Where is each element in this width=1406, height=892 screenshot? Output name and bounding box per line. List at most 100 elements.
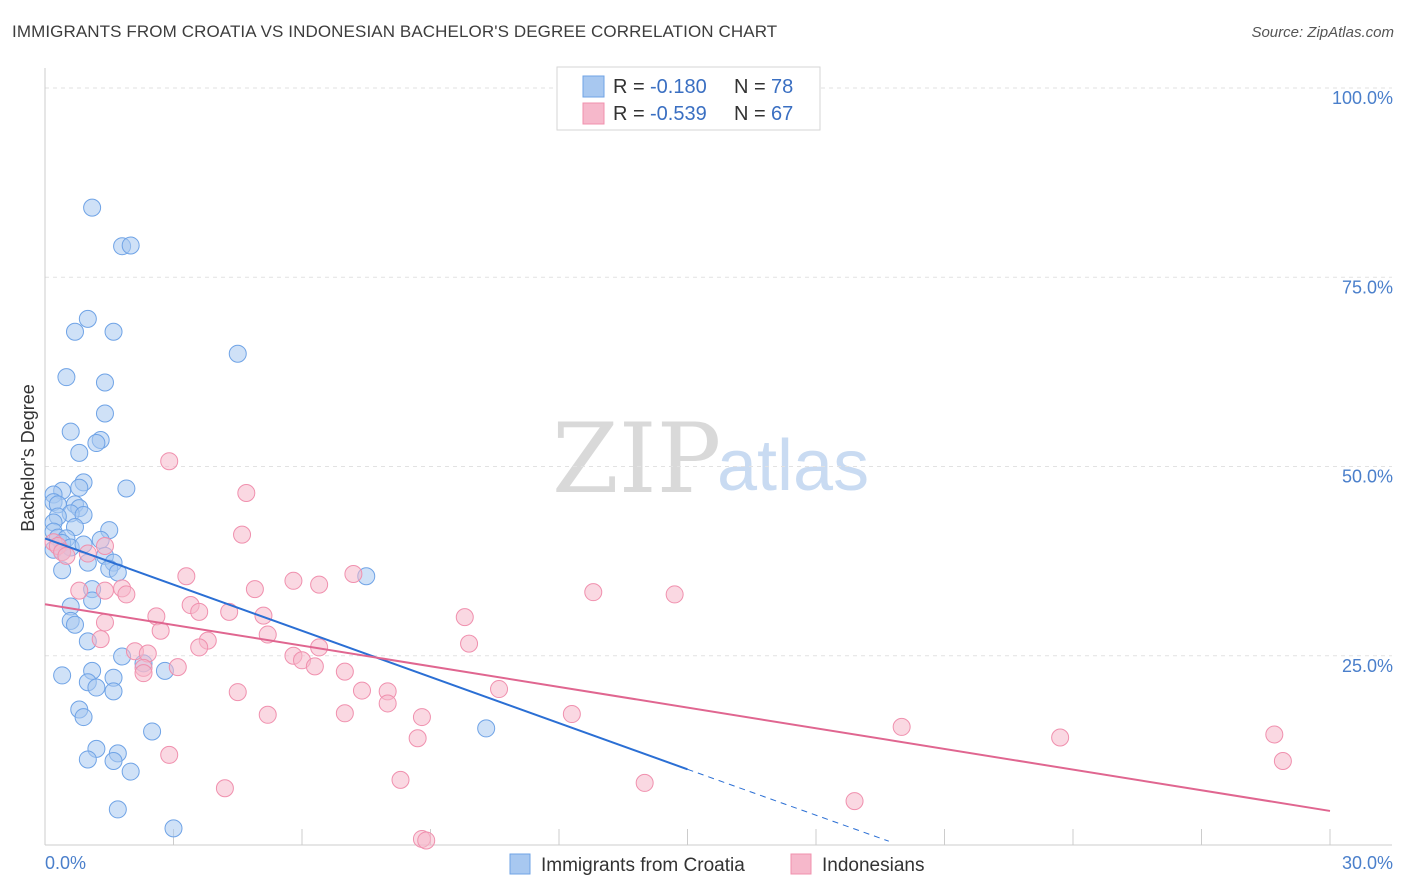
croatia-point bbox=[70, 443, 89, 462]
indonesians-point bbox=[95, 613, 114, 632]
indonesians-point bbox=[168, 658, 187, 677]
legend-n-label-indonesians: N = bbox=[734, 103, 766, 125]
indonesians-point bbox=[258, 705, 277, 724]
bottom-legend-label-indonesians: Indonesians bbox=[822, 855, 924, 876]
croatia-point bbox=[104, 751, 123, 770]
croatia-point bbox=[78, 750, 97, 769]
indonesians-point bbox=[352, 681, 371, 700]
legend-bottom: Immigrants from Croatia Indonesians bbox=[509, 853, 924, 876]
indonesians-point bbox=[117, 585, 136, 604]
croatia-point bbox=[78, 309, 97, 328]
chart-title: IMMIGRANTS FROM CROATIA VS INDONESIAN BA… bbox=[12, 22, 778, 41]
legend-r-label-croatia: R = bbox=[613, 76, 645, 98]
croatia-point bbox=[53, 666, 72, 685]
indonesians-point bbox=[335, 704, 354, 723]
indonesians-point bbox=[95, 536, 114, 555]
indonesians-point bbox=[845, 792, 864, 811]
x-tick-label-max: 30.0% bbox=[1342, 853, 1393, 873]
indonesians-point bbox=[70, 581, 89, 600]
indonesians-point bbox=[892, 717, 911, 736]
indonesians-point bbox=[233, 525, 252, 544]
croatia-point bbox=[104, 322, 123, 341]
croatia-point bbox=[95, 404, 114, 423]
croatia-point bbox=[164, 819, 183, 838]
legend-n-value-indonesians: 67 bbox=[771, 103, 793, 125]
bottom-legend-label-croatia: Immigrants from Croatia bbox=[541, 855, 745, 876]
croatia-point bbox=[61, 422, 80, 441]
indonesians-point bbox=[1051, 728, 1070, 747]
indonesians-point bbox=[455, 608, 474, 627]
croatia-point bbox=[108, 800, 127, 819]
y-tick-label: 75.0% bbox=[1342, 277, 1393, 297]
y-tick-label: 100.0% bbox=[1332, 88, 1393, 108]
legend-r-value-indonesians: -0.539 bbox=[650, 103, 707, 125]
croatia-point bbox=[228, 344, 247, 363]
indonesians-point bbox=[284, 571, 303, 590]
croatia-point bbox=[74, 708, 93, 727]
indonesians-point bbox=[57, 546, 76, 565]
croatia-point bbox=[87, 678, 106, 697]
trend-line-croatia bbox=[44, 537, 688, 771]
indonesians-point bbox=[254, 606, 273, 625]
indonesians-point bbox=[412, 708, 431, 727]
bottom-legend-swatch-croatia bbox=[509, 853, 531, 875]
y-tick-label: 25.0% bbox=[1342, 656, 1393, 676]
series-croatia-points bbox=[44, 198, 496, 838]
source-credit: Source: ZipAtlas.com bbox=[1251, 24, 1394, 41]
legend-n-label-croatia: N = bbox=[734, 76, 766, 98]
croatia-point bbox=[121, 236, 140, 255]
indonesians-point bbox=[408, 729, 427, 748]
indonesians-point bbox=[220, 602, 239, 621]
croatia-point bbox=[104, 682, 123, 701]
x-tick-labels: 0.0% 30.0% bbox=[45, 853, 1393, 873]
gridlines bbox=[45, 87, 1392, 657]
indonesians-point bbox=[391, 770, 410, 789]
indonesians-point bbox=[490, 680, 509, 699]
croatia-point bbox=[95, 373, 114, 392]
indonesians-point bbox=[584, 583, 603, 602]
croatia-point bbox=[143, 722, 162, 741]
watermark-zip: ZIP bbox=[552, 403, 721, 515]
indonesians-point bbox=[635, 773, 654, 792]
indonesians-point bbox=[245, 580, 264, 599]
indonesians-point bbox=[160, 452, 179, 471]
indonesians-point bbox=[665, 585, 684, 604]
series-indonesians-points bbox=[44, 452, 1292, 850]
croatia-point bbox=[70, 478, 89, 497]
indonesians-point bbox=[91, 630, 110, 649]
trend-lines bbox=[44, 537, 1331, 842]
indonesians-point bbox=[190, 638, 209, 657]
croatia-point bbox=[87, 434, 106, 453]
legend-r-label-indonesians: R = bbox=[613, 103, 645, 125]
indonesians-point bbox=[1273, 751, 1292, 770]
croatia-point bbox=[121, 762, 140, 781]
croatia-point bbox=[65, 322, 84, 341]
croatia-point bbox=[57, 368, 76, 387]
legend-top: R = -0.180 N = 78 R = -0.539 N = 67 bbox=[556, 66, 821, 131]
indonesians-point bbox=[134, 664, 153, 683]
indonesians-point bbox=[335, 662, 354, 681]
indonesians-point bbox=[460, 634, 479, 653]
indonesians-point bbox=[562, 705, 581, 724]
legend-swatch-croatia bbox=[582, 75, 605, 98]
indonesians-point bbox=[228, 683, 247, 702]
legend-n-value-croatia: 78 bbox=[771, 76, 793, 98]
indonesians-point bbox=[378, 694, 397, 713]
y-tick-labels: 100.0% 75.0% 50.0% 25.0% bbox=[1332, 88, 1393, 676]
croatia-point bbox=[477, 719, 496, 738]
indonesians-point bbox=[417, 831, 436, 850]
indonesians-point bbox=[190, 602, 209, 621]
croatia-point bbox=[83, 198, 102, 217]
indonesians-point bbox=[305, 657, 324, 676]
indonesians-point bbox=[215, 779, 234, 798]
legend-r-value-croatia: -0.180 bbox=[650, 76, 707, 98]
y-tick-label: 50.0% bbox=[1342, 467, 1393, 487]
indonesians-point bbox=[177, 567, 196, 586]
indonesians-point bbox=[95, 581, 114, 600]
trend-line-indonesians bbox=[44, 603, 1331, 812]
indonesians-point bbox=[344, 564, 363, 583]
indonesians-point bbox=[160, 745, 179, 764]
trend-line-croatia-extension bbox=[687, 768, 889, 842]
bottom-legend-swatch-indonesians bbox=[790, 853, 812, 875]
